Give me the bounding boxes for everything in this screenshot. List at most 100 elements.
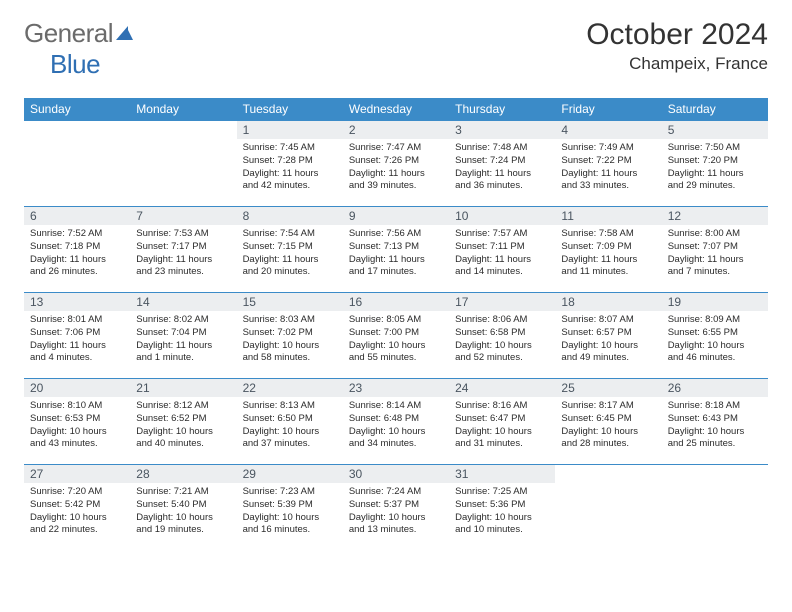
calendar-row: 1Sunrise: 7:45 AMSunset: 7:28 PMDaylight… [24, 121, 768, 207]
day-number: 5 [662, 121, 768, 139]
calendar-cell: 6Sunrise: 7:52 AMSunset: 7:18 PMDaylight… [24, 207, 130, 293]
day-number: 3 [449, 121, 555, 139]
brand-part2: Blue [50, 49, 100, 79]
day-details: Sunrise: 7:50 AMSunset: 7:20 PMDaylight:… [662, 139, 768, 197]
weekday-header: Monday [130, 98, 236, 121]
calendar-cell: 17Sunrise: 8:06 AMSunset: 6:58 PMDayligh… [449, 293, 555, 379]
calendar-cell: 18Sunrise: 8:07 AMSunset: 6:57 PMDayligh… [555, 293, 661, 379]
calendar-table: Sunday Monday Tuesday Wednesday Thursday… [24, 98, 768, 551]
day-number: 25 [555, 379, 661, 397]
weekday-header: Wednesday [343, 98, 449, 121]
calendar-cell [130, 121, 236, 207]
weekday-header: Sunday [24, 98, 130, 121]
calendar-cell [662, 465, 768, 551]
calendar-cell: 19Sunrise: 8:09 AMSunset: 6:55 PMDayligh… [662, 293, 768, 379]
location-label: Champeix, France [586, 54, 768, 74]
day-details: Sunrise: 7:47 AMSunset: 7:26 PMDaylight:… [343, 139, 449, 197]
calendar-cell: 29Sunrise: 7:23 AMSunset: 5:39 PMDayligh… [237, 465, 343, 551]
calendar-cell: 13Sunrise: 8:01 AMSunset: 7:06 PMDayligh… [24, 293, 130, 379]
calendar-cell: 22Sunrise: 8:13 AMSunset: 6:50 PMDayligh… [237, 379, 343, 465]
brand-logo: GeneralBlue [24, 18, 134, 80]
day-details: Sunrise: 7:20 AMSunset: 5:42 PMDaylight:… [24, 483, 130, 541]
calendar-row: 27Sunrise: 7:20 AMSunset: 5:42 PMDayligh… [24, 465, 768, 551]
calendar-cell: 12Sunrise: 8:00 AMSunset: 7:07 PMDayligh… [662, 207, 768, 293]
weekday-header: Thursday [449, 98, 555, 121]
day-details: Sunrise: 7:45 AMSunset: 7:28 PMDaylight:… [237, 139, 343, 197]
weekday-header-row: Sunday Monday Tuesday Wednesday Thursday… [24, 98, 768, 121]
calendar-cell: 15Sunrise: 8:03 AMSunset: 7:02 PMDayligh… [237, 293, 343, 379]
calendar-body: 1Sunrise: 7:45 AMSunset: 7:28 PMDaylight… [24, 121, 768, 551]
day-details: Sunrise: 8:13 AMSunset: 6:50 PMDaylight:… [237, 397, 343, 455]
page-title: October 2024 [586, 18, 768, 52]
calendar-row: 13Sunrise: 8:01 AMSunset: 7:06 PMDayligh… [24, 293, 768, 379]
day-number: 2 [343, 121, 449, 139]
day-number: 30 [343, 465, 449, 483]
day-number: 7 [130, 207, 236, 225]
calendar-cell [24, 121, 130, 207]
day-details: Sunrise: 8:09 AMSunset: 6:55 PMDaylight:… [662, 311, 768, 369]
day-details: Sunrise: 7:52 AMSunset: 7:18 PMDaylight:… [24, 225, 130, 283]
day-number: 28 [130, 465, 236, 483]
calendar-cell: 7Sunrise: 7:53 AMSunset: 7:17 PMDaylight… [130, 207, 236, 293]
calendar-cell: 30Sunrise: 7:24 AMSunset: 5:37 PMDayligh… [343, 465, 449, 551]
calendar-cell: 27Sunrise: 7:20 AMSunset: 5:42 PMDayligh… [24, 465, 130, 551]
day-number: 29 [237, 465, 343, 483]
day-details: Sunrise: 8:03 AMSunset: 7:02 PMDaylight:… [237, 311, 343, 369]
day-details: Sunrise: 8:12 AMSunset: 6:52 PMDaylight:… [130, 397, 236, 455]
day-details: Sunrise: 8:14 AMSunset: 6:48 PMDaylight:… [343, 397, 449, 455]
calendar-cell: 23Sunrise: 8:14 AMSunset: 6:48 PMDayligh… [343, 379, 449, 465]
day-number: 10 [449, 207, 555, 225]
day-details: Sunrise: 8:18 AMSunset: 6:43 PMDaylight:… [662, 397, 768, 455]
calendar-cell: 11Sunrise: 7:58 AMSunset: 7:09 PMDayligh… [555, 207, 661, 293]
day-number: 16 [343, 293, 449, 311]
calendar-cell [555, 465, 661, 551]
calendar-row: 20Sunrise: 8:10 AMSunset: 6:53 PMDayligh… [24, 379, 768, 465]
day-number: 18 [555, 293, 661, 311]
calendar-cell: 5Sunrise: 7:50 AMSunset: 7:20 PMDaylight… [662, 121, 768, 207]
brand-sail-icon [114, 18, 134, 49]
day-number: 8 [237, 207, 343, 225]
calendar-cell: 28Sunrise: 7:21 AMSunset: 5:40 PMDayligh… [130, 465, 236, 551]
header: GeneralBlue October 2024 Champeix, Franc… [24, 18, 768, 80]
calendar-cell: 21Sunrise: 8:12 AMSunset: 6:52 PMDayligh… [130, 379, 236, 465]
day-number: 31 [449, 465, 555, 483]
calendar-row: 6Sunrise: 7:52 AMSunset: 7:18 PMDaylight… [24, 207, 768, 293]
calendar-cell: 1Sunrise: 7:45 AMSunset: 7:28 PMDaylight… [237, 121, 343, 207]
day-details: Sunrise: 7:24 AMSunset: 5:37 PMDaylight:… [343, 483, 449, 541]
calendar-cell: 20Sunrise: 8:10 AMSunset: 6:53 PMDayligh… [24, 379, 130, 465]
day-details: Sunrise: 7:56 AMSunset: 7:13 PMDaylight:… [343, 225, 449, 283]
calendar-cell: 2Sunrise: 7:47 AMSunset: 7:26 PMDaylight… [343, 121, 449, 207]
brand-part1: General [24, 18, 113, 48]
calendar-cell: 9Sunrise: 7:56 AMSunset: 7:13 PMDaylight… [343, 207, 449, 293]
day-number: 12 [662, 207, 768, 225]
calendar-cell: 4Sunrise: 7:49 AMSunset: 7:22 PMDaylight… [555, 121, 661, 207]
day-details: Sunrise: 7:57 AMSunset: 7:11 PMDaylight:… [449, 225, 555, 283]
day-number: 15 [237, 293, 343, 311]
day-details: Sunrise: 8:01 AMSunset: 7:06 PMDaylight:… [24, 311, 130, 369]
calendar-cell: 14Sunrise: 8:02 AMSunset: 7:04 PMDayligh… [130, 293, 236, 379]
calendar-cell: 10Sunrise: 7:57 AMSunset: 7:11 PMDayligh… [449, 207, 555, 293]
day-details: Sunrise: 8:07 AMSunset: 6:57 PMDaylight:… [555, 311, 661, 369]
day-details: Sunrise: 8:02 AMSunset: 7:04 PMDaylight:… [130, 311, 236, 369]
day-details: Sunrise: 7:58 AMSunset: 7:09 PMDaylight:… [555, 225, 661, 283]
day-details: Sunrise: 7:49 AMSunset: 7:22 PMDaylight:… [555, 139, 661, 197]
day-details: Sunrise: 7:23 AMSunset: 5:39 PMDaylight:… [237, 483, 343, 541]
day-number: 9 [343, 207, 449, 225]
brand-text: GeneralBlue [24, 18, 134, 80]
day-number: 11 [555, 207, 661, 225]
day-details: Sunrise: 7:48 AMSunset: 7:24 PMDaylight:… [449, 139, 555, 197]
day-number: 17 [449, 293, 555, 311]
calendar-cell: 24Sunrise: 8:16 AMSunset: 6:47 PMDayligh… [449, 379, 555, 465]
day-details: Sunrise: 8:05 AMSunset: 7:00 PMDaylight:… [343, 311, 449, 369]
day-details: Sunrise: 8:17 AMSunset: 6:45 PMDaylight:… [555, 397, 661, 455]
day-number: 27 [24, 465, 130, 483]
day-details: Sunrise: 8:06 AMSunset: 6:58 PMDaylight:… [449, 311, 555, 369]
calendar-cell: 31Sunrise: 7:25 AMSunset: 5:36 PMDayligh… [449, 465, 555, 551]
day-details: Sunrise: 7:21 AMSunset: 5:40 PMDaylight:… [130, 483, 236, 541]
day-number: 20 [24, 379, 130, 397]
calendar-cell: 16Sunrise: 8:05 AMSunset: 7:00 PMDayligh… [343, 293, 449, 379]
day-number: 13 [24, 293, 130, 311]
day-number: 22 [237, 379, 343, 397]
day-number: 24 [449, 379, 555, 397]
day-details: Sunrise: 8:00 AMSunset: 7:07 PMDaylight:… [662, 225, 768, 283]
